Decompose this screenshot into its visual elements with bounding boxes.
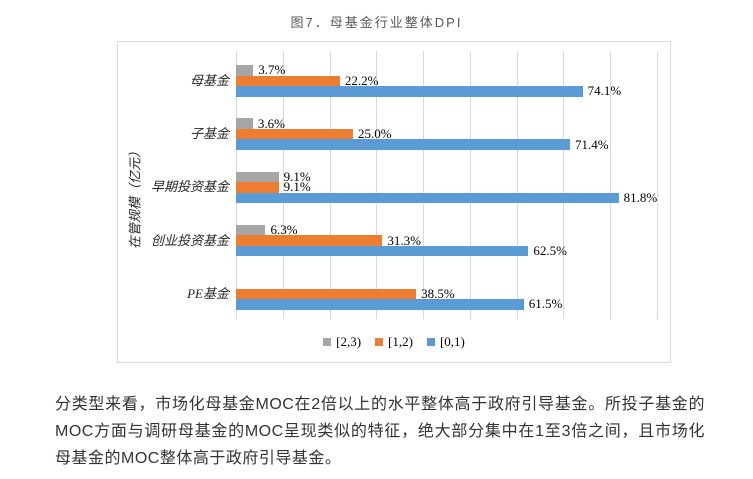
bar-value-label: 38.5% bbox=[421, 285, 455, 301]
bar-value-label: 3.7% bbox=[258, 62, 286, 78]
category-label-子基金: 子基金 bbox=[189, 126, 229, 142]
bar-value-label: 3.6% bbox=[257, 115, 285, 131]
legend-label: [0,1) bbox=[439, 334, 465, 349]
bar-[0,1)-子基金 bbox=[236, 139, 570, 150]
bar-[1,2)-早期投资基金 bbox=[236, 182, 279, 193]
gridline-20 bbox=[329, 51, 331, 319]
bar-[1,2)-PE基金 bbox=[236, 288, 417, 300]
bar-value-label: 22.2% bbox=[344, 72, 379, 88]
bar-[2,3)-早期投资基金 bbox=[236, 171, 279, 183]
gridline-40 bbox=[423, 51, 425, 319]
bar-[2,3)-母基金 bbox=[236, 65, 254, 76]
chart-title: 图7．母基金行业整体DPI bbox=[290, 15, 463, 30]
legend-item-[0,1): [0,1) bbox=[426, 334, 465, 350]
bar-value-label: 62.5% bbox=[533, 243, 567, 259]
legend-swatch-icon bbox=[323, 338, 332, 346]
legend-swatch-icon bbox=[375, 338, 384, 346]
bar-[2,3)-子基金 bbox=[236, 118, 253, 129]
bar-[1,2)-创业投资基金 bbox=[236, 235, 383, 246]
legend-label: [1,2) bbox=[388, 334, 413, 349]
bar-value-label: 6.3% bbox=[270, 222, 298, 238]
category-label-PE基金: PE基金 bbox=[187, 285, 229, 301]
bar-value-label: 9.1% bbox=[283, 179, 311, 195]
gridline-60 bbox=[516, 51, 518, 319]
bar-[2,3)-创业投资基金 bbox=[236, 224, 266, 236]
gridline-30 bbox=[376, 51, 378, 319]
gridline-70 bbox=[563, 51, 565, 319]
legend-item-[1,2): [1,2) bbox=[375, 334, 413, 350]
legend-label: [2,3) bbox=[336, 334, 362, 349]
bar-[0,1)-创业投资基金 bbox=[236, 245, 529, 257]
plot-area: 3.7% 22.2% 74.1% 3.6% 25.0% 71.4% 9.1% 9.1% 81.8… bbox=[118, 42, 670, 362]
chart-area: 3.7% 22.2% 74.1% 3.6% 25.0% 71.4% 9.1% 9.1% 81.8… bbox=[117, 41, 671, 363]
bar-[0,1)-早期投资基金 bbox=[236, 192, 619, 204]
y-axis-title: 在管规模（亿元） bbox=[127, 144, 143, 250]
category-label-早期投资基金: 早期投资基金 bbox=[150, 179, 229, 195]
gridline-90 bbox=[657, 51, 659, 319]
bar-value-label: 31.3% bbox=[387, 232, 421, 248]
bar-value-label: 81.8% bbox=[623, 189, 658, 205]
analysis-paragraph: 分类型来看，市场化母基金MOC在2倍以上的水平整体高于政府引导基金。所投子基金的… bbox=[55, 396, 705, 467]
chart-legend: [2,3) [1,2) [0,1) bbox=[118, 334, 670, 350]
bar-value-label: 74.1% bbox=[587, 83, 622, 99]
category-label-母基金: 母基金 bbox=[189, 72, 229, 88]
legend-swatch-icon bbox=[426, 338, 435, 346]
bar-value-label: 71.4% bbox=[575, 136, 609, 152]
category-label-创业投资基金: 创业投资基金 bbox=[150, 232, 229, 248]
bar-[0,1)-母基金 bbox=[236, 86, 583, 97]
bar-[1,2)-子基金 bbox=[236, 128, 353, 140]
gridline-80 bbox=[610, 51, 612, 319]
bar-value-label: 25.0% bbox=[357, 126, 392, 142]
gridline-50 bbox=[469, 51, 471, 319]
legend-item-[2,3): [2,3) bbox=[323, 334, 361, 350]
bar-value-label: 61.5% bbox=[528, 296, 563, 312]
gridline-10 bbox=[282, 51, 284, 319]
bar-value-label: 9.1% bbox=[283, 168, 311, 184]
bar-[0,1)-PE基金 bbox=[236, 299, 524, 310]
bar-[1,2)-母基金 bbox=[236, 75, 340, 86]
